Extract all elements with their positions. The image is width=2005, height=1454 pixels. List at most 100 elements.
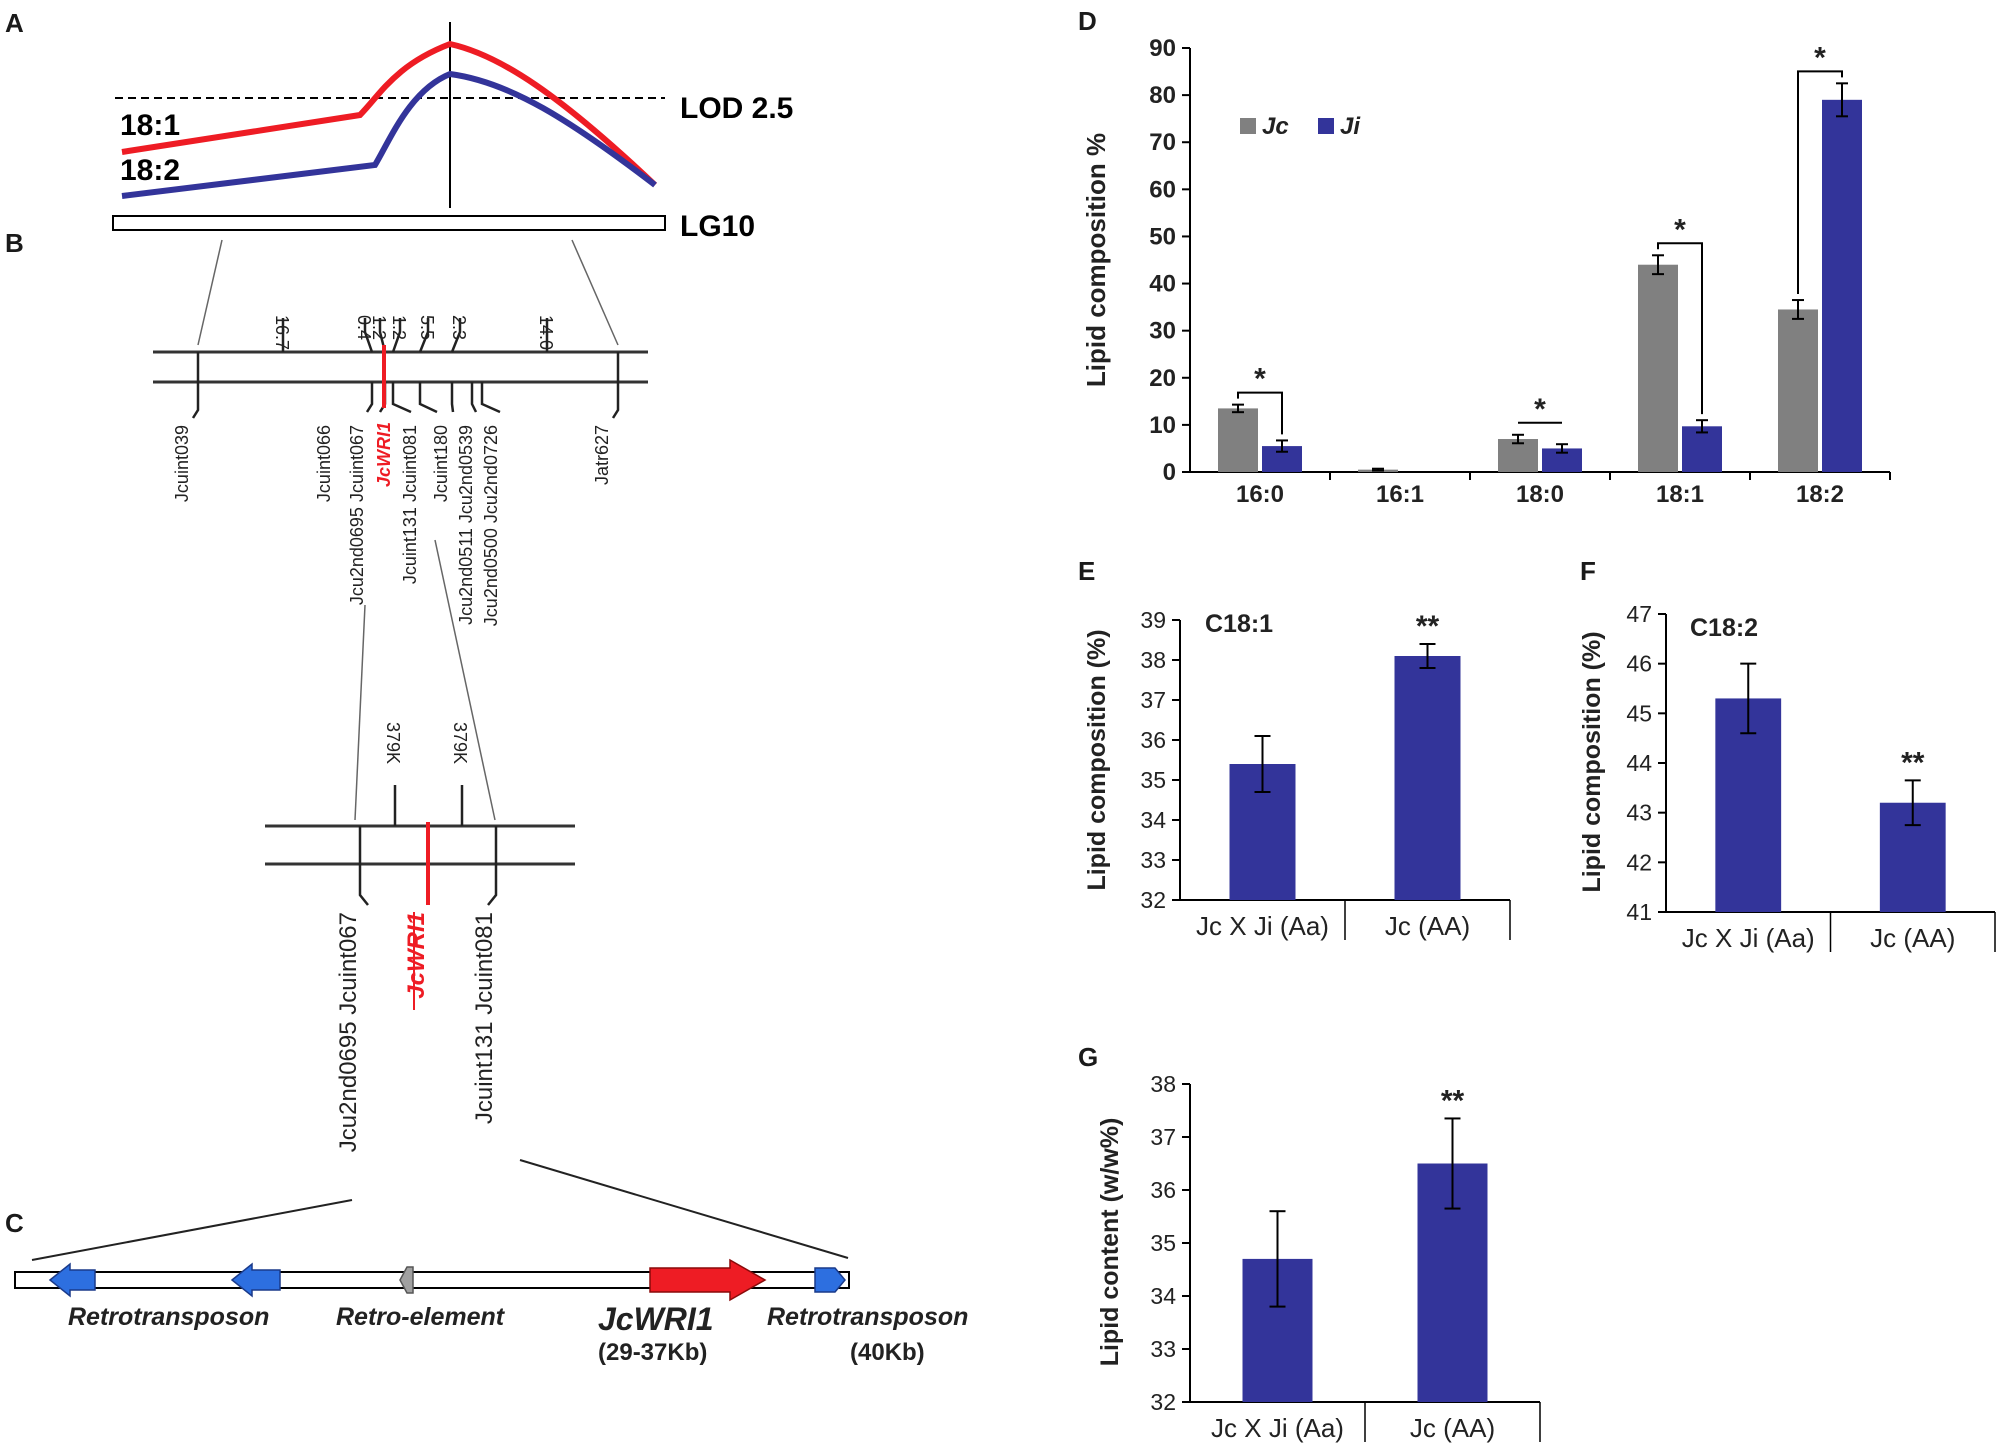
distance-label: 0.4 — [354, 315, 374, 340]
y-axis-label: Lipid composition % — [1081, 133, 1111, 387]
distance-label: 14.0 — [536, 315, 556, 350]
significance-marker: ** — [1441, 1084, 1465, 1117]
zoom-connector-line — [31, 1199, 353, 1261]
chart-title: C18:1 — [1205, 610, 1273, 638]
bar-jc — [1778, 309, 1818, 472]
panel-c-region: Retrotransposon Retro-element JcWRI1 Ret… — [14, 1258, 968, 1366]
y-tick-label: 80 — [1149, 82, 1176, 109]
marker-tick — [450, 382, 455, 413]
distance-label: 2.3 — [449, 315, 469, 340]
y-tick-label: 45 — [1626, 700, 1652, 726]
marker-label-jcwri1: JcWRI1 — [374, 422, 394, 487]
marker-tick — [191, 352, 200, 419]
y-tick-label: 34 — [1150, 1283, 1176, 1309]
marker-label: Jcuint180 — [431, 425, 451, 502]
y-tick-label: 32 — [1140, 887, 1166, 913]
y-tick-label: 30 — [1149, 318, 1176, 345]
marker-label: Jcu2nd0511 Jcu2nd0539 — [456, 425, 476, 625]
y-tick-label: 35 — [1140, 767, 1166, 793]
significance-marker: ** — [1901, 746, 1925, 779]
label-retrotransposon-size: (40Kb) — [850, 1339, 925, 1366]
y-tick-label: 32 — [1150, 1389, 1176, 1415]
y-tick-label: 90 — [1149, 35, 1176, 62]
legend-label-jc: Jc — [1262, 113, 1289, 140]
panel-label-c: C — [5, 1208, 24, 1238]
label-jcwri1: JcWRI1 — [598, 1301, 714, 1337]
trait-label-18-2: 18:2 — [120, 154, 180, 187]
retrotransposon-arrow-3 — [814, 1267, 846, 1293]
label-jcwri1-size: (29-37Kb) — [598, 1339, 707, 1366]
panel-label-g: G — [1078, 1042, 1098, 1072]
significance-marker: * — [1814, 41, 1826, 74]
bar-jc — [1498, 439, 1538, 472]
genomic-region-bar — [14, 1271, 850, 1289]
zoom-marker-tick — [358, 826, 369, 906]
significance-bracket — [1237, 391, 1283, 435]
y-tick-label: 38 — [1140, 647, 1166, 673]
significance-marker: * — [1534, 393, 1546, 426]
panel-label-a: A — [5, 8, 24, 38]
bar-ji — [1682, 426, 1722, 472]
y-tick-label: 34 — [1140, 807, 1166, 833]
marker-label: Jatr627 — [592, 425, 612, 485]
x-tick-label: 18:2 — [1796, 481, 1844, 508]
bar-jc — [1638, 264, 1678, 472]
y-tick-label: 20 — [1149, 365, 1176, 392]
zoom-connector-line — [434, 539, 496, 821]
retrotransposon-arrow-1 — [48, 1262, 96, 1298]
x-tick-label: 18:0 — [1516, 481, 1564, 508]
zoom-connector-line — [519, 1159, 849, 1259]
marker-label: Jcu2nd0500 Jcu2nd0726 — [481, 425, 501, 626]
marker-tick — [365, 382, 374, 413]
y-tick-label: 10 — [1149, 412, 1176, 439]
bar-jc — [1218, 408, 1258, 472]
y-axis-label: Lipid content (w/w%) — [1096, 1118, 1124, 1367]
x-tick-label: 16:0 — [1236, 481, 1284, 508]
y-tick-label: 33 — [1150, 1336, 1176, 1362]
zoom-marker-label: Jcuint131 Jcuint081 — [471, 912, 498, 1124]
x-tick-label: Jc X Ji (Aa) — [1682, 923, 1815, 953]
retro-element-arrow — [399, 1266, 414, 1294]
zoom-distance-label: 379K — [383, 722, 403, 764]
y-axis-label: Lipid composition (%) — [1578, 631, 1606, 892]
panel-label-b: B — [5, 228, 24, 258]
panel-label-d: D — [1078, 6, 1097, 36]
y-tick-label: 37 — [1150, 1124, 1176, 1150]
zoom-distance-label: 379K — [450, 722, 470, 764]
x-tick-label: 16:1 — [1376, 481, 1424, 508]
marker-tick — [611, 352, 620, 419]
y-tick-label: 41 — [1626, 899, 1652, 925]
zoom-marker-label-jcwri1: JcWRI1 — [403, 912, 430, 999]
lg-label: LG10 — [680, 210, 755, 243]
x-tick-label: Jc (AA) — [1385, 911, 1470, 941]
label-retrotransposon-2: Retrotransposon — [767, 1303, 968, 1331]
x-tick-label: 18:1 — [1656, 481, 1704, 508]
y-tick-label: 36 — [1140, 727, 1166, 753]
y-axis-label: Lipid composition (%) — [1083, 629, 1111, 890]
marker-tick — [391, 382, 412, 414]
distance-tick — [418, 318, 430, 353]
bar — [1394, 656, 1461, 900]
curve-18-1 — [121, 40, 658, 188]
chart-g: 32 33 34 35 36 37 38 Lipid content (w/w%) Jc X J… — [1096, 1071, 1541, 1443]
y-tick-label: 50 — [1149, 223, 1176, 250]
y-tick-label: 38 — [1150, 1071, 1176, 1097]
curve-18-2 — [121, 70, 657, 199]
distance-label: 16.7 — [272, 315, 292, 350]
significance-bracket — [1797, 70, 1843, 295]
y-tick-label: 42 — [1626, 849, 1652, 875]
retrotransposon-arrow-2 — [230, 1262, 281, 1298]
distance-label: 5.5 — [417, 315, 437, 340]
x-tick-label: Jc (AA) — [1410, 1413, 1495, 1443]
y-tick-label: 44 — [1626, 750, 1652, 776]
y-tick-label: 60 — [1149, 176, 1176, 203]
distance-tick — [450, 318, 462, 353]
linkage-group-bar — [112, 215, 666, 231]
chart-e: 32 33 34 35 36 37 38 39 Lipid composition (%) C18… — [1083, 607, 1511, 941]
y-tick-label: 40 — [1149, 271, 1176, 298]
marker-label: Jcu2nd0695 Jcuint067 — [347, 425, 367, 605]
lod-label: LOD 2.5 — [680, 92, 793, 125]
label-retro-element: Retro-element — [336, 1303, 506, 1331]
y-tick-label: 37 — [1140, 687, 1166, 713]
